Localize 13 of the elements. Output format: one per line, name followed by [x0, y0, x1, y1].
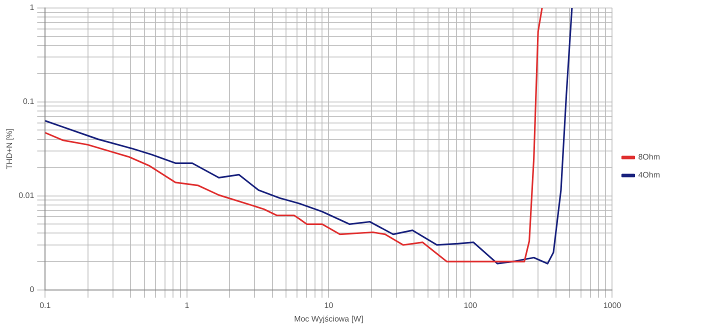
y-tick-label: 0 [30, 285, 35, 294]
y-tick-label: 0.1 [23, 97, 35, 106]
x-tick-label: 100 [464, 300, 478, 310]
x-axis-title: Moc Wyjściowa [W] [294, 314, 364, 324]
x-tick-label: 1 [184, 300, 190, 310]
y-tick-label: 0.01 [18, 191, 35, 200]
legend-label: 4Ohm [638, 170, 660, 180]
y-axis-title: THD+N [%] [5, 128, 14, 170]
y-tick-label: 1 [30, 3, 35, 12]
legend-label: 8Ohm [638, 152, 660, 162]
x-tick-label: 1000 [603, 300, 622, 310]
x-tick-label: 0.1 [40, 300, 52, 310]
x-tick-label: 10 [324, 300, 334, 310]
